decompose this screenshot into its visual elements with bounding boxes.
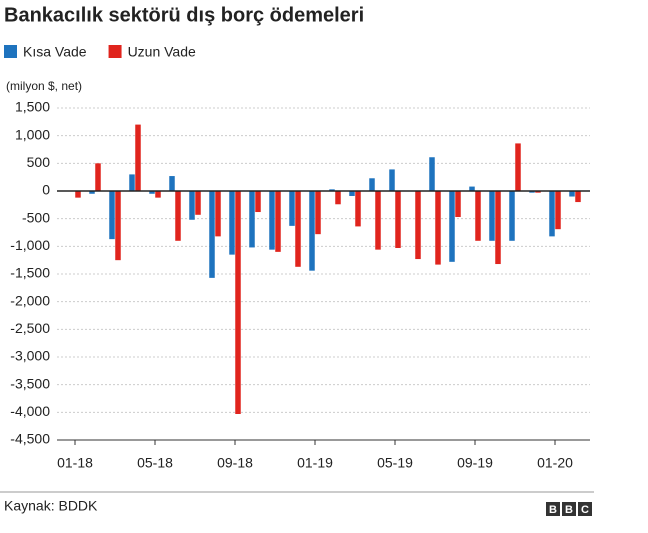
bar [315,191,321,235]
bar [75,191,81,198]
bar [569,191,575,197]
legend-swatch [4,45,17,58]
bar [329,189,335,191]
bar [169,176,175,191]
bar [95,163,101,191]
legend-label: Kısa Vade [23,44,87,60]
bar [189,191,195,220]
bar [155,191,161,198]
logo-block [578,502,592,516]
y-tick-label: 500 [27,154,51,170]
x-tick-label: 01-20 [537,455,573,471]
bar [495,191,501,265]
bar [389,169,395,191]
bar [115,191,121,261]
x-tick-label: 01-19 [297,455,333,471]
legend-label: Uzun Vade [128,44,196,60]
bar [515,143,521,191]
bar [215,191,221,237]
bar [475,191,481,241]
bar [575,191,581,203]
logo-letter: B [565,504,573,516]
bar [289,191,295,226]
bar [309,191,315,271]
y-tick-label: 0 [42,182,50,198]
bar [249,191,255,248]
y-tick-label: 1,500 [15,99,50,115]
y-tick-label: -500 [22,209,50,225]
bar [255,191,261,213]
logo-block [546,502,560,516]
y-tick-label: -3,000 [10,348,50,364]
logo-letter: C [581,504,589,516]
bar [429,157,435,191]
x-tick-label: 05-18 [137,455,173,471]
bar [229,191,235,255]
bar [269,191,275,250]
bar [129,174,135,191]
bar [335,191,341,205]
bar [455,191,461,218]
bar [509,191,515,241]
bar [555,191,561,230]
bar [375,191,381,250]
bar [529,191,535,193]
bar [295,191,301,267]
bar [175,191,181,241]
y-tick-label: -2,500 [10,320,50,336]
bar [549,191,555,237]
bar [275,191,281,252]
bar [235,191,241,414]
y-tick-label: 1,000 [15,126,50,142]
x-tick-label: 09-18 [217,455,253,471]
bar [395,191,401,248]
y-tick-label: -4,000 [10,403,50,419]
x-tick-label: 09-19 [457,455,493,471]
bar [535,191,541,193]
legend-swatch [108,45,122,58]
bar [449,191,455,262]
y-tick-label: -1,500 [10,265,50,281]
bar [195,191,201,215]
x-tick-label: 05-19 [377,455,413,471]
bar [489,191,495,241]
bar [355,191,361,227]
y-tick-label: -3,500 [10,375,50,391]
bar [415,191,421,260]
source: Kaynak: BDDK [4,498,98,514]
bar [369,178,375,191]
y-tick-label: -1,000 [10,237,50,253]
bar [135,124,141,191]
bar [469,186,475,191]
y-axis-label: (milyon $, net) [6,79,82,93]
logo-block [562,502,576,516]
logo-letter: B [549,504,557,516]
bar [109,191,115,240]
bar [89,191,95,194]
bar [149,191,155,194]
bar [349,191,355,196]
chart-title: Bankacılık sektörü dış borç ödemeleri [4,4,364,26]
x-tick-label: 01-18 [57,455,93,471]
bar [435,191,441,265]
y-tick-label: -2,000 [10,292,50,308]
bar [209,191,215,278]
y-tick-label: -4,500 [10,431,50,447]
